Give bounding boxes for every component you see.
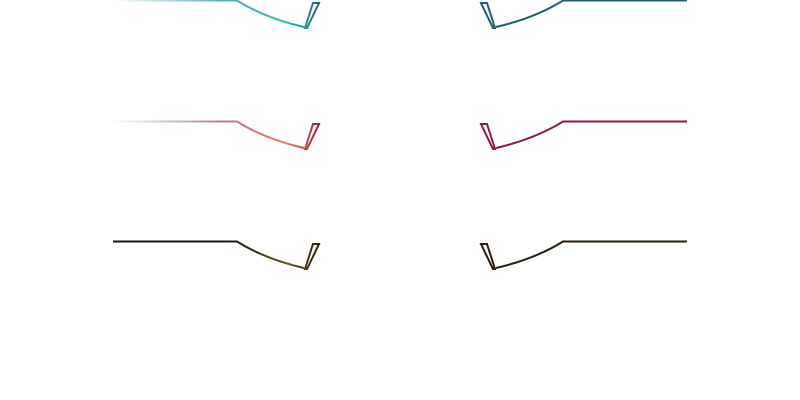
ornament-line [113,120,305,149]
ornament-bracket [479,243,497,270]
ornament-rose-left [113,120,321,150]
ornament-rose-right [479,120,687,150]
ornament-bracket [303,123,321,150]
ornament-bracket [479,2,497,29]
ornament-line [113,0,305,28]
ornament-bracket [479,123,497,150]
ornament-line [495,120,687,149]
ornament-bronze-left [113,240,321,270]
ornament-teal-left [113,0,321,29]
ornament-line [495,0,687,28]
ornament-bracket [303,2,321,29]
ornament-line [495,240,687,269]
ornament-bracket [303,243,321,270]
ornament-line [113,240,305,269]
ornament-bronze-right [479,240,687,270]
ornament-teal-right [479,0,687,29]
